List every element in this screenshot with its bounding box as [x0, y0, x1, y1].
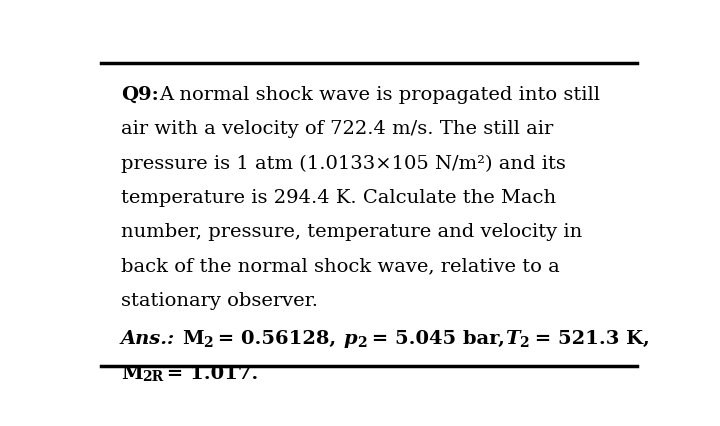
- Text: 2: 2: [203, 336, 213, 350]
- Text: 2: 2: [520, 336, 529, 350]
- Text: = 5.045 bar,: = 5.045 bar,: [365, 330, 505, 348]
- Text: = 1.017.: = 1.017.: [161, 365, 258, 383]
- Text: temperature is 294.4 K. Calculate the Mach: temperature is 294.4 K. Calculate the Ma…: [121, 189, 556, 207]
- Text: Q9:: Q9:: [121, 86, 158, 104]
- Text: = 0.56128,: = 0.56128,: [212, 330, 343, 348]
- Text: = 521.3 K,: = 521.3 K,: [528, 330, 649, 348]
- Text: p: p: [343, 330, 357, 348]
- Text: Ans.:: Ans.:: [121, 330, 175, 348]
- Text: T: T: [505, 330, 520, 348]
- Text: air with a velocity of 722.4 m/s. The still air: air with a velocity of 722.4 m/s. The st…: [121, 120, 553, 138]
- Text: M: M: [121, 365, 143, 383]
- Text: 2R: 2R: [143, 371, 163, 384]
- Text: back of the normal shock wave, relative to a: back of the normal shock wave, relative …: [121, 258, 559, 276]
- Text: number, pressure, temperature and velocity in: number, pressure, temperature and veloci…: [121, 223, 582, 242]
- Text: stationary observer.: stationary observer.: [121, 292, 318, 310]
- Text: M: M: [181, 330, 203, 348]
- Text: 2: 2: [357, 336, 366, 350]
- Text: A normal shock wave is propagated into still: A normal shock wave is propagated into s…: [158, 86, 600, 104]
- Text: pressure is 1 atm (1.0133×105 N/m²) and its: pressure is 1 atm (1.0133×105 N/m²) and …: [121, 155, 566, 173]
